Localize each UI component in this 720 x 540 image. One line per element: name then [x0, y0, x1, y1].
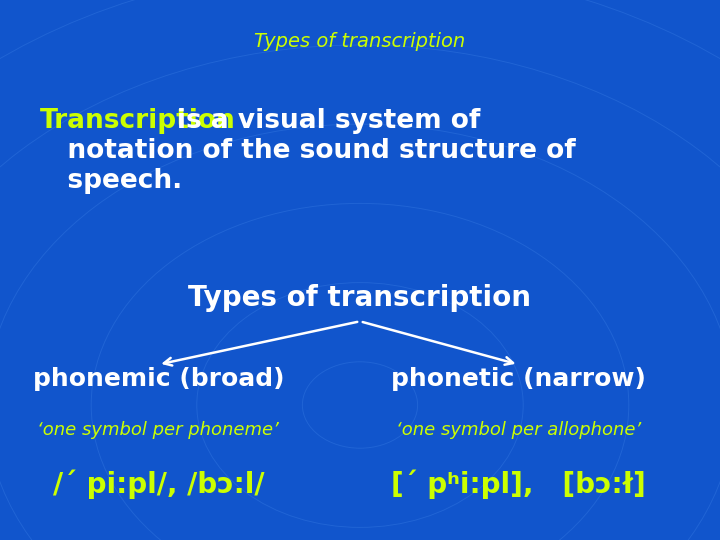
Text: Types of transcription: Types of transcription: [189, 284, 531, 312]
Text: is a visual system of
   notation of the sound structure of
   speech.: is a visual system of notation of the so…: [40, 108, 575, 194]
Text: Types of transcription: Types of transcription: [254, 32, 466, 51]
Text: phonetic (narrow): phonetic (narrow): [391, 367, 646, 391]
Text: ‘one symbol per phoneme’: ‘one symbol per phoneme’: [37, 421, 279, 439]
Text: ‘one symbol per allophone’: ‘one symbol per allophone’: [396, 421, 641, 439]
Text: phonemic (broad): phonemic (broad): [32, 367, 284, 391]
Text: Transcription: Transcription: [40, 108, 235, 134]
Text: [´ pʰi:pl],   [bɔ:ł]: [´ pʰi:pl], [bɔ:ł]: [391, 470, 646, 500]
Text: /´ pi:pl/, /bɔ:l/: /´ pi:pl/, /bɔ:l/: [53, 470, 264, 500]
